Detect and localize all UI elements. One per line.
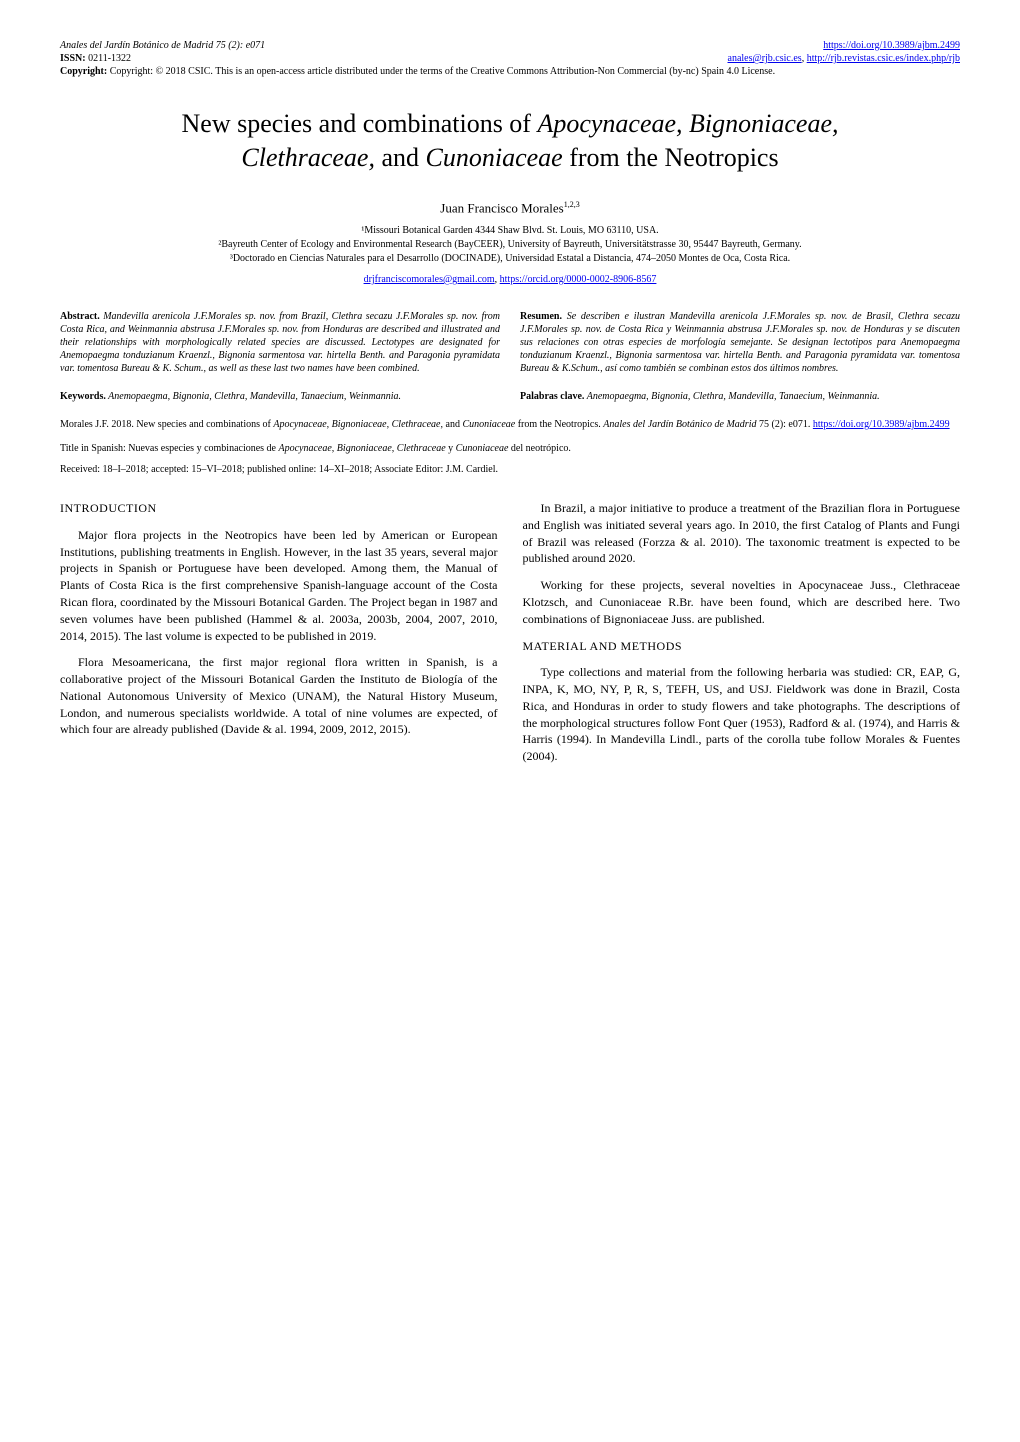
article-title: New species and combinations of Apocynac… xyxy=(60,107,960,175)
journal-reference: Anales del Jardín Botánico de Madrid 75 … xyxy=(60,40,265,51)
affiliations-block: ¹Missouri Botanical Garden 4344 Shaw Blv… xyxy=(60,224,960,266)
introduction-heading: INTRODUCTION xyxy=(60,500,498,517)
header-urls: anales@rjb.csic.es, http://rjb.revistas.… xyxy=(728,53,961,64)
orcid-link[interactable]: https://orcid.org/0000-0002-8906-8567 xyxy=(500,274,657,285)
issn-label: ISSN: xyxy=(60,53,86,64)
intro-paragraph-4: Working for these projects, several nove… xyxy=(523,577,961,627)
author-name: Juan Francisco Morales1,2,3 xyxy=(60,200,960,216)
affiliation-1: ¹Missouri Botanical Garden 4344 Shaw Blv… xyxy=(60,224,960,238)
copyright-text: Copyright: © 2018 CSIC. This is an open-… xyxy=(110,66,775,77)
abstracts-row: Abstract. Mandevilla arenicola J.F.Moral… xyxy=(60,310,960,375)
body-text: INTRODUCTION Major flora projects in the… xyxy=(60,500,960,765)
doi-link[interactable]: https://doi.org/10.3989/ajbm.2499 xyxy=(823,40,960,51)
keywords-spanish: Palabras clave. Anemopaegma, Bignonia, C… xyxy=(520,390,960,403)
keywords-row: Keywords. Anemopaegma, Bignonia, Clethra… xyxy=(60,390,960,403)
author-email-link[interactable]: drjfranciscomorales@gmail.com xyxy=(364,274,495,285)
methods-paragraph-1: Type collections and material from the f… xyxy=(523,664,961,765)
citation-doi-link[interactable]: https://doi.org/10.3989/ajbm.2499 xyxy=(813,419,950,430)
methods-heading: MATERIAL AND METHODS xyxy=(523,638,961,655)
affiliation-3: ³Doctorado en Ciencias Naturales para el… xyxy=(60,252,960,266)
contact-line: drjfranciscomorales@gmail.com, https://o… xyxy=(60,274,960,285)
keywords-english: Keywords. Anemopaegma, Bignonia, Clethra… xyxy=(60,390,500,403)
header-second-row: ISSN: 0211-1322 anales@rjb.csic.es, http… xyxy=(60,53,960,64)
journal-url-link[interactable]: http://rjb.revistas.csic.es/index.php/rj… xyxy=(807,53,960,64)
citation-block: Morales J.F. 2018. New species and combi… xyxy=(60,418,960,431)
header-top-row: Anales del Jardín Botánico de Madrid 75 … xyxy=(60,40,960,51)
spanish-title-line: Title in Spanish: Nuevas especies y comb… xyxy=(60,443,960,454)
issn-value: 0211-1322 xyxy=(88,53,131,64)
intro-paragraph-3: In Brazil, a major initiative to produce… xyxy=(523,500,961,567)
intro-paragraph-1: Major flora projects in the Neotropics h… xyxy=(60,527,498,645)
abstract-spanish: Resumen. Se describen e ilustran Mandevi… xyxy=(520,310,960,375)
copyright-line: Copyright: Copyright: © 2018 CSIC. This … xyxy=(60,66,960,77)
intro-paragraph-2: Flora Mesoamericana, the first major reg… xyxy=(60,654,498,738)
anales-email-link[interactable]: anales@rjb.csic.es xyxy=(728,53,802,64)
issn-block: ISSN: 0211-1322 xyxy=(60,53,131,64)
abstract-english: Abstract. Mandevilla arenicola J.F.Moral… xyxy=(60,310,500,375)
affiliation-2: ²Bayreuth Center of Ecology and Environm… xyxy=(60,238,960,252)
dates-line: Received: 18–I–2018; accepted: 15–VI–201… xyxy=(60,464,960,475)
